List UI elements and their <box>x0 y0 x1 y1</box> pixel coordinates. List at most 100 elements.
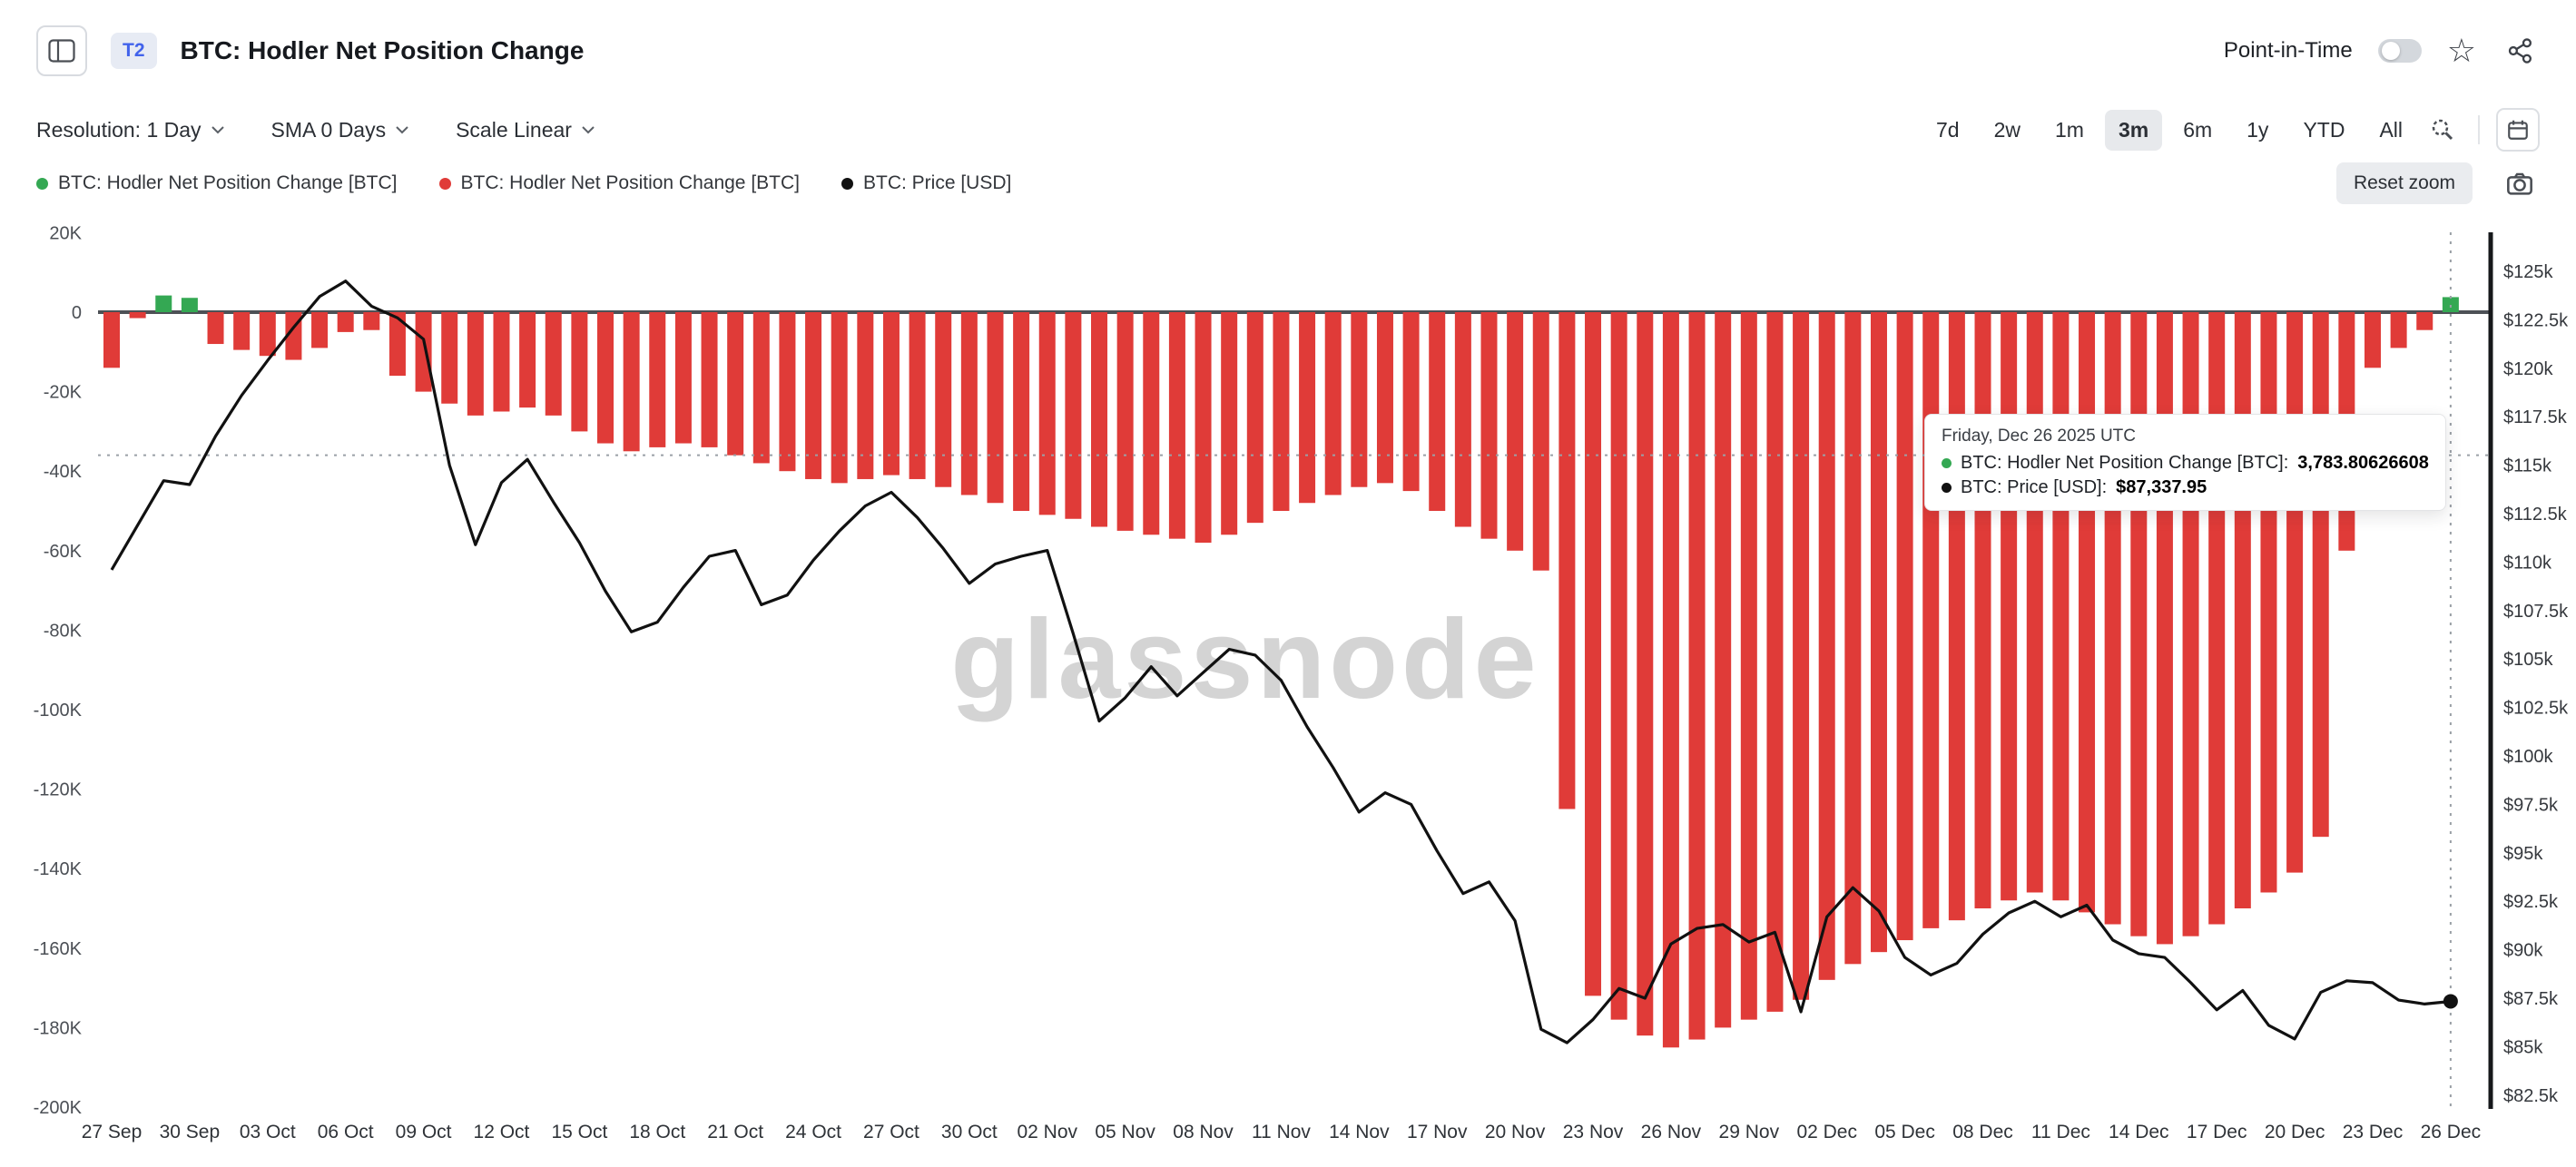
bar[interactable] <box>1246 312 1263 524</box>
bar[interactable] <box>727 312 744 456</box>
bar[interactable] <box>701 312 718 447</box>
sma-dropdown[interactable]: SMA 0 Days <box>271 118 409 142</box>
bar[interactable] <box>2260 312 2277 893</box>
range-button-1m[interactable]: 1m <box>2041 110 2098 151</box>
point-in-time-toggle[interactable] <box>2377 39 2422 63</box>
bar[interactable] <box>2208 312 2226 925</box>
bar[interactable] <box>1091 312 1108 527</box>
bar[interactable] <box>1896 312 1913 941</box>
bar[interactable] <box>1454 312 1471 527</box>
bar[interactable] <box>2001 312 2018 901</box>
bar[interactable] <box>2364 312 2381 368</box>
bar[interactable] <box>1558 312 1576 809</box>
scale-dropdown[interactable]: Scale Linear <box>456 118 595 142</box>
bar[interactable] <box>1480 312 1498 539</box>
bar[interactable] <box>2052 312 2070 901</box>
bar[interactable] <box>1429 312 1446 511</box>
bar[interactable] <box>1766 312 1784 1012</box>
range-button-all[interactable]: All <box>2365 110 2416 151</box>
bar[interactable] <box>2390 312 2407 348</box>
bar[interactable] <box>597 312 615 444</box>
bar[interactable] <box>1013 312 1030 511</box>
bar[interactable] <box>1688 312 1706 1040</box>
bar[interactable] <box>1168 312 1185 539</box>
bar[interactable] <box>233 312 251 350</box>
bar[interactable] <box>207 312 224 345</box>
bar[interactable] <box>1351 312 1368 487</box>
bar[interactable] <box>857 312 874 479</box>
bar[interactable] <box>1948 312 1965 921</box>
range-button-ytd[interactable]: YTD <box>2289 110 2358 151</box>
legend-item-hodler-green[interactable]: BTC: Hodler Net Position Change [BTC] <box>36 172 398 194</box>
legend-item-hodler-red[interactable]: BTC: Hodler Net Position Change [BTC] <box>438 172 800 194</box>
bar[interactable] <box>1273 312 1290 511</box>
bar[interactable] <box>1974 312 1991 908</box>
bar[interactable] <box>1662 312 1679 1048</box>
bar[interactable] <box>1585 312 1602 996</box>
bar[interactable] <box>1376 312 1393 484</box>
bar[interactable] <box>1143 312 1160 535</box>
bar[interactable] <box>882 312 900 476</box>
bar[interactable] <box>155 295 172 312</box>
chart-area[interactable]: glassnode 20K 0 -20K -40K -60K -80K -100K -120K… <box>0 205 2576 1167</box>
bar[interactable] <box>935 312 952 487</box>
bar[interactable] <box>1740 312 1757 1020</box>
bar[interactable] <box>2182 312 2199 937</box>
bar[interactable] <box>129 312 146 319</box>
bar[interactable] <box>2130 312 2148 937</box>
bar[interactable] <box>467 312 484 416</box>
bar[interactable] <box>1922 312 1940 928</box>
bar[interactable] <box>388 312 406 377</box>
range-button-7d[interactable]: 7d <box>1922 110 1973 151</box>
bar[interactable] <box>1610 312 1627 1020</box>
bar[interactable] <box>571 312 588 432</box>
bar[interactable] <box>2104 312 2121 925</box>
bar[interactable] <box>311 312 329 348</box>
bar[interactable] <box>2286 312 2304 873</box>
camera-screenshot-icon[interactable] <box>2500 163 2540 203</box>
bar[interactable] <box>493 312 510 412</box>
bar[interactable] <box>2079 312 2096 913</box>
bar[interactable] <box>337 312 354 332</box>
bar[interactable] <box>674 312 692 444</box>
bar[interactable] <box>1507 312 1524 551</box>
sidebar-toggle-button[interactable] <box>36 25 87 76</box>
bar[interactable] <box>649 312 666 447</box>
bar[interactable] <box>805 312 822 479</box>
bar[interactable] <box>779 312 796 472</box>
resolution-dropdown[interactable]: Resolution: 1 Day <box>36 118 224 142</box>
bar[interactable] <box>1637 312 1654 1036</box>
legend-item-price[interactable]: BTC: Price [USD] <box>841 172 1011 194</box>
bar[interactable] <box>1818 312 1835 980</box>
reset-zoom-button[interactable]: Reset zoom <box>2335 162 2473 204</box>
bar[interactable] <box>259 312 276 357</box>
share-icon[interactable] <box>2502 32 2540 70</box>
calendar-button[interactable] <box>2496 108 2540 152</box>
bar[interactable] <box>1221 312 1238 535</box>
bar[interactable] <box>1038 312 1056 515</box>
bar[interactable] <box>831 312 848 484</box>
bar[interactable] <box>987 312 1004 504</box>
bar[interactable] <box>1195 312 1212 544</box>
range-button-3m[interactable]: 3m <box>2104 109 2163 151</box>
zoom-selection-icon[interactable] <box>2424 111 2462 149</box>
bar[interactable] <box>1793 312 1810 1000</box>
bar[interactable] <box>1324 312 1342 495</box>
bar[interactable] <box>519 312 536 408</box>
favorite-star-icon[interactable]: ☆ <box>2446 32 2476 69</box>
bar[interactable] <box>1116 312 1134 531</box>
chart-canvas[interactable]: 20K 0 -20K -40K -60K -80K -100K -120K -140K -160K… <box>0 205 2576 1167</box>
bar[interactable] <box>1065 312 1082 519</box>
bar[interactable] <box>2026 312 2043 893</box>
range-button-2w[interactable]: 2w <box>1981 110 2034 151</box>
bar[interactable] <box>363 312 380 330</box>
bar[interactable] <box>1532 312 1549 571</box>
bar[interactable] <box>2312 312 2329 838</box>
bar[interactable] <box>1402 312 1420 492</box>
bar[interactable] <box>415 312 432 392</box>
bar[interactable] <box>1299 312 1316 504</box>
bar[interactable] <box>960 312 978 495</box>
bar[interactable] <box>752 312 770 464</box>
bar[interactable] <box>1844 312 1862 965</box>
bar[interactable] <box>909 312 926 479</box>
